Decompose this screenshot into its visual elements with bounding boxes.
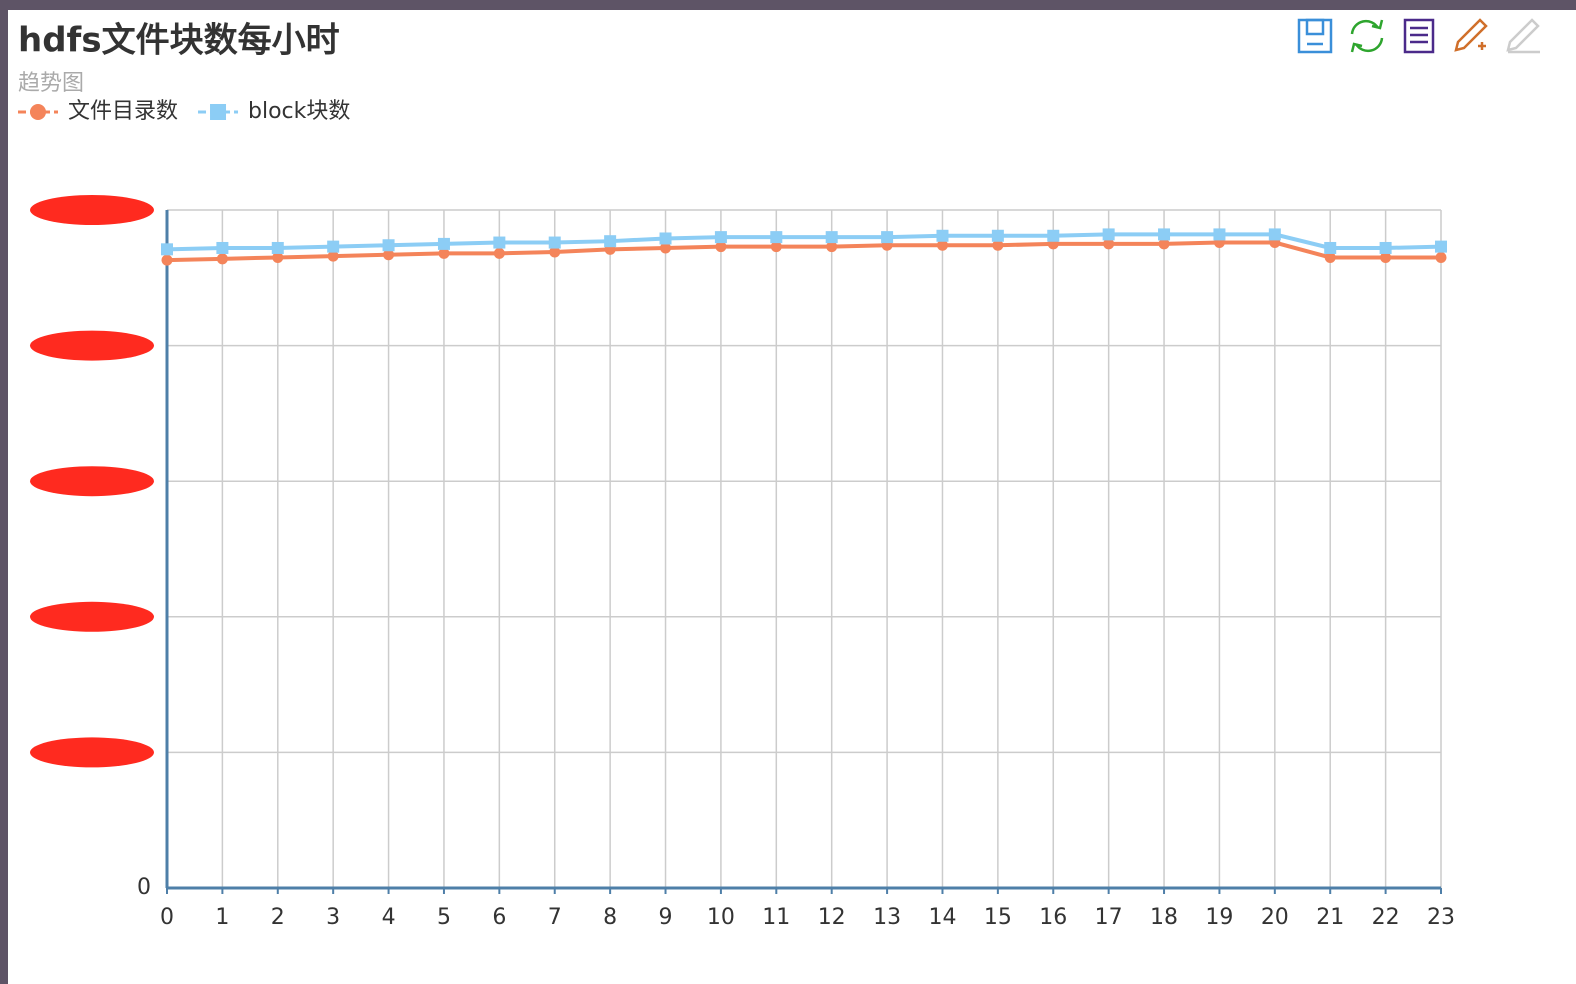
x-tick-label: 17 [1095, 905, 1123, 930]
data-point [1380, 251, 1392, 263]
x-tick-label: 3 [326, 905, 340, 930]
data-point [659, 232, 672, 245]
data-point [382, 239, 395, 252]
data-point [216, 253, 228, 265]
data-point [1379, 241, 1392, 254]
legend-marker [210, 104, 227, 120]
chart-subtitle: 趋势图 [18, 71, 84, 96]
legend-label: block块数 [248, 99, 350, 124]
redacted-label [30, 195, 154, 225]
data-point [1324, 251, 1336, 263]
data-point [383, 249, 395, 261]
x-tick-label: 12 [818, 905, 846, 930]
x-tick-label: 19 [1205, 905, 1233, 930]
data-point [1268, 228, 1281, 241]
x-tick-label: 1 [215, 905, 229, 930]
data-point [548, 236, 561, 249]
data-point [1047, 229, 1060, 242]
data-point [992, 239, 1004, 251]
data-point [271, 241, 284, 254]
series-line [166, 240, 1441, 263]
x-tick-label: 5 [437, 905, 451, 930]
data-point [1435, 251, 1447, 263]
data-point [1103, 238, 1115, 250]
redacted-label [30, 330, 154, 361]
data-point [438, 247, 450, 259]
legend-label: 文件目录数 [68, 99, 178, 124]
x-tick-label: 18 [1150, 905, 1178, 930]
mark-icon[interactable] [1454, 18, 1488, 52]
data-point [437, 237, 450, 250]
x-tick-label: 10 [707, 905, 735, 930]
data-point [770, 231, 783, 244]
x-tick-label: 11 [762, 905, 790, 930]
redacted-label [30, 601, 154, 632]
data-point [825, 231, 838, 244]
data-point [936, 229, 949, 242]
data-point [991, 229, 1004, 242]
series-line [166, 232, 1442, 252]
data-view-icon[interactable] [1403, 18, 1435, 54]
data-point [216, 241, 229, 254]
x-tick-label: 15 [984, 905, 1012, 930]
data-point [327, 240, 340, 253]
x-tick-label: 4 [382, 905, 396, 930]
data-point [327, 250, 339, 262]
data-point [936, 239, 948, 251]
chart-title: hdfs文件块数每小时 [18, 21, 340, 61]
legend-marker [30, 104, 46, 120]
redacted-label [30, 737, 154, 768]
data-point [604, 235, 617, 248]
data-point [1324, 241, 1337, 254]
data-point [714, 231, 727, 244]
x-tick-label: 16 [1039, 905, 1067, 930]
x-tick-label: 20 [1261, 905, 1289, 930]
x-tick-label: 21 [1316, 905, 1344, 930]
data-point [1102, 228, 1115, 241]
data-point [493, 247, 505, 259]
data-point [1435, 240, 1447, 253]
toolbox [1297, 18, 1540, 54]
x-tick-label: 23 [1427, 905, 1455, 930]
data-point [826, 241, 838, 253]
data-point [272, 251, 284, 263]
save-icon[interactable] [1297, 18, 1333, 54]
x-tick-label: 2 [271, 905, 285, 930]
x-tick-label: 8 [603, 905, 617, 930]
refresh-icon[interactable] [1350, 19, 1384, 53]
data-point [1158, 238, 1170, 250]
redacted-label [30, 466, 154, 497]
x-tick-label: 0 [160, 905, 174, 930]
data-point [549, 246, 561, 258]
data-point [161, 243, 173, 256]
x-tick-label: 6 [492, 905, 506, 930]
data-point [715, 241, 727, 253]
data-point [881, 231, 894, 244]
x-tick-label: 7 [548, 905, 562, 930]
data-point [660, 242, 672, 254]
x-tick-label: 22 [1372, 905, 1400, 930]
data-point [1158, 228, 1171, 241]
mark-undo-icon[interactable] [1506, 18, 1540, 54]
data-point [161, 254, 173, 266]
data-point [1213, 228, 1226, 241]
data-point [493, 236, 506, 249]
x-tick-label: 9 [659, 905, 673, 930]
data-point [770, 241, 782, 253]
y-tick-label: 0 [137, 875, 151, 900]
x-tick-label: 14 [928, 905, 956, 930]
x-tick-label: 13 [873, 905, 901, 930]
chart-panel: hdfs文件块数每小时 趋势图 文件目录数 block块数 0 0 1 2 3 4 5 6 7 8 9 1… [8, 10, 1576, 984]
